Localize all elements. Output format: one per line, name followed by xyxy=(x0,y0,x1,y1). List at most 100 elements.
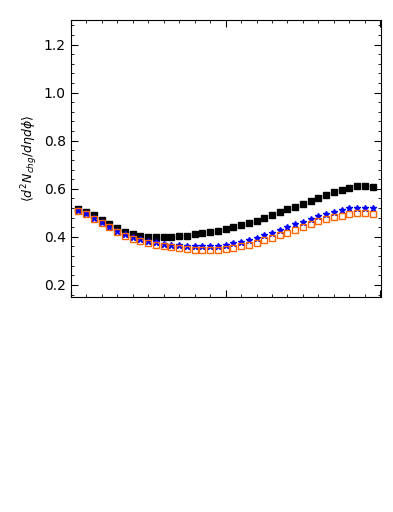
orange open squares xyxy=(76,208,81,214)
data black xyxy=(223,226,228,232)
orange open squares xyxy=(84,211,88,217)
blue stars xyxy=(177,242,182,248)
data black xyxy=(239,222,243,228)
blue stars xyxy=(200,243,205,249)
orange open squares xyxy=(92,216,96,222)
blue stars xyxy=(146,238,151,244)
data black xyxy=(301,201,305,207)
orange open squares xyxy=(208,247,212,253)
blue stars xyxy=(76,207,81,214)
data black xyxy=(332,189,336,196)
blue stars xyxy=(355,204,360,210)
orange open squares xyxy=(239,243,243,249)
data black xyxy=(254,218,259,224)
blue stars xyxy=(161,241,166,247)
orange open squares xyxy=(355,210,360,217)
blue stars xyxy=(316,213,321,219)
orange open squares xyxy=(169,244,174,250)
blue stars xyxy=(208,243,212,249)
orange open squares xyxy=(231,245,236,251)
blue stars xyxy=(370,205,375,211)
blue stars xyxy=(192,243,197,249)
data black xyxy=(246,220,251,226)
blue stars xyxy=(277,227,282,233)
data black xyxy=(324,192,329,198)
blue stars xyxy=(130,234,135,240)
data black xyxy=(161,234,166,240)
Line: data black: data black xyxy=(76,183,375,240)
orange open squares xyxy=(362,210,367,217)
blue stars xyxy=(285,224,290,230)
orange open squares xyxy=(107,224,112,230)
orange open squares xyxy=(293,227,298,233)
blue stars xyxy=(293,221,298,227)
blue stars xyxy=(262,232,266,239)
data black xyxy=(362,183,367,189)
Y-axis label: $\langle d^2 N_{chg}/d\eta d\phi \rangle$: $\langle d^2 N_{chg}/d\eta d\phi \rangle… xyxy=(19,115,40,202)
orange open squares xyxy=(161,243,166,249)
data black xyxy=(293,204,298,210)
data black xyxy=(200,230,205,237)
blue stars xyxy=(332,209,336,215)
blue stars xyxy=(92,215,96,221)
orange open squares xyxy=(192,246,197,252)
blue stars xyxy=(107,223,112,229)
blue stars xyxy=(339,207,344,213)
orange open squares xyxy=(285,229,290,236)
orange open squares xyxy=(123,233,127,239)
blue stars xyxy=(239,239,243,245)
data black xyxy=(270,212,274,218)
data black xyxy=(192,231,197,238)
data black xyxy=(355,183,360,189)
Line: blue stars: blue stars xyxy=(75,204,376,249)
data black xyxy=(146,234,151,240)
orange open squares xyxy=(332,215,336,221)
orange open squares xyxy=(270,235,274,241)
data black xyxy=(169,234,174,240)
orange open squares xyxy=(184,246,189,252)
data black xyxy=(285,206,290,212)
orange open squares xyxy=(277,232,282,239)
blue stars xyxy=(324,211,329,217)
blue stars xyxy=(362,204,367,210)
orange open squares xyxy=(138,238,143,244)
orange open squares xyxy=(130,236,135,242)
data black xyxy=(277,209,282,216)
orange open squares xyxy=(339,212,344,219)
orange open squares xyxy=(200,247,205,253)
data black xyxy=(208,229,212,235)
orange open squares xyxy=(177,245,182,251)
orange open squares xyxy=(146,240,151,246)
data black xyxy=(138,232,143,239)
blue stars xyxy=(184,243,189,249)
orange open squares xyxy=(99,220,104,226)
orange open squares xyxy=(154,242,158,248)
orange open squares xyxy=(262,238,266,244)
orange open squares xyxy=(215,246,220,252)
blue stars xyxy=(270,230,274,236)
data black xyxy=(316,195,321,201)
data black xyxy=(115,225,119,231)
blue stars xyxy=(309,216,313,222)
blue stars xyxy=(154,239,158,245)
blue stars xyxy=(84,210,88,217)
data black xyxy=(123,229,127,235)
orange open squares xyxy=(324,216,329,222)
orange open squares xyxy=(246,242,251,248)
blue stars xyxy=(99,219,104,225)
orange open squares xyxy=(316,219,321,225)
orange open squares xyxy=(254,240,259,246)
data black xyxy=(231,224,236,230)
orange open squares xyxy=(223,246,228,252)
data black xyxy=(92,212,96,218)
orange open squares xyxy=(370,211,375,217)
orange open squares xyxy=(309,221,313,227)
blue stars xyxy=(115,228,119,234)
blue stars xyxy=(254,234,259,241)
data black xyxy=(107,221,112,227)
blue stars xyxy=(123,231,127,238)
blue stars xyxy=(347,205,352,211)
blue stars xyxy=(138,236,143,242)
data black xyxy=(262,215,266,221)
data black xyxy=(370,184,375,190)
